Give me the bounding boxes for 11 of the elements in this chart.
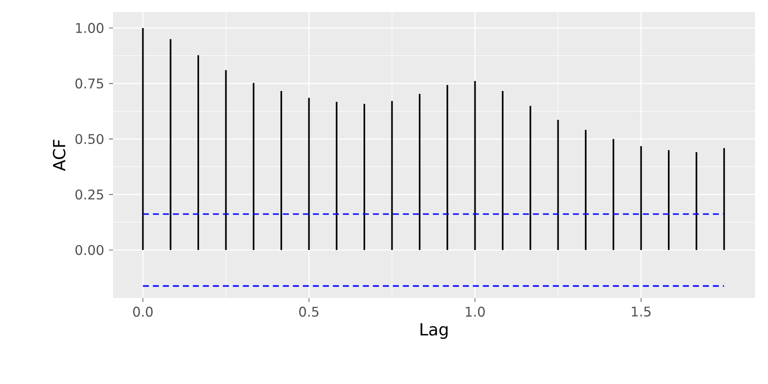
x-tick-label: 0.5 xyxy=(299,306,318,317)
y-tick-label: 0.00 xyxy=(75,244,104,256)
x-tick-label: 0.0 xyxy=(133,306,153,317)
y-tick-label: 0.25 xyxy=(75,189,104,200)
x-tick-label: 1.0 xyxy=(466,306,485,317)
y-axis-title: ACF xyxy=(52,140,66,172)
x-axis-title: Lag xyxy=(420,323,448,339)
x-tick-label: 1.5 xyxy=(632,306,651,317)
y-tick-label: 0.50 xyxy=(75,134,104,144)
y-tick-label: 1.00 xyxy=(76,22,104,34)
y-tick-label: 0.75 xyxy=(75,78,104,89)
